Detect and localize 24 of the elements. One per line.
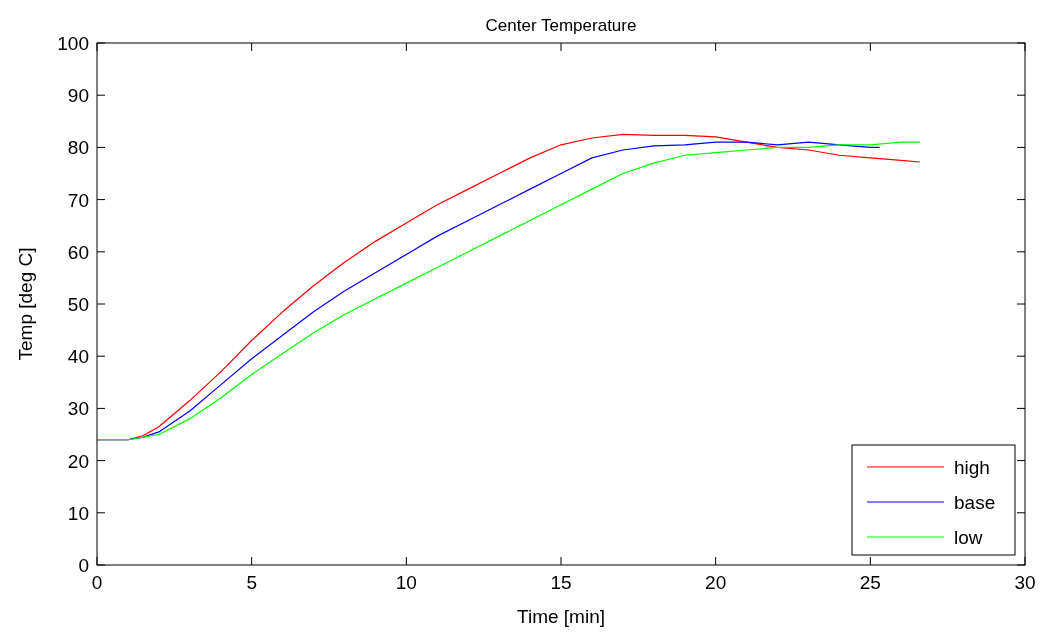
y-tick-label: 50 <box>67 294 89 315</box>
x-tick-label: 15 <box>550 572 572 593</box>
x-tick-label: 25 <box>859 572 881 593</box>
x-tick-label: 20 <box>705 572 727 593</box>
y-tick-label: 100 <box>57 33 89 54</box>
legend-label: base <box>954 492 996 513</box>
chart-title: Center Temperature <box>485 16 637 35</box>
x-axis-title: Time [min] <box>517 606 605 627</box>
y-tick-label: 70 <box>67 189 89 211</box>
legend-label: low <box>954 527 983 548</box>
y-tick-label: 10 <box>67 502 89 524</box>
x-tick-label: 0 <box>91 572 103 593</box>
x-tick-label: 30 <box>1014 572 1036 593</box>
y-tick-label: 80 <box>67 137 89 159</box>
y-tick-label: 90 <box>67 85 89 107</box>
y-axis-title: Temp [deg C] <box>15 247 36 361</box>
y-tick-label: 0 <box>78 555 89 576</box>
y-tick-label: 60 <box>67 241 89 263</box>
y-tick-label: 30 <box>67 398 89 420</box>
y-tick-label: 20 <box>67 450 89 472</box>
y-tick-label: 40 <box>67 346 89 368</box>
x-tick-label: 5 <box>246 572 257 593</box>
x-tick-label: 10 <box>395 572 417 593</box>
legend-label: high <box>954 457 990 478</box>
